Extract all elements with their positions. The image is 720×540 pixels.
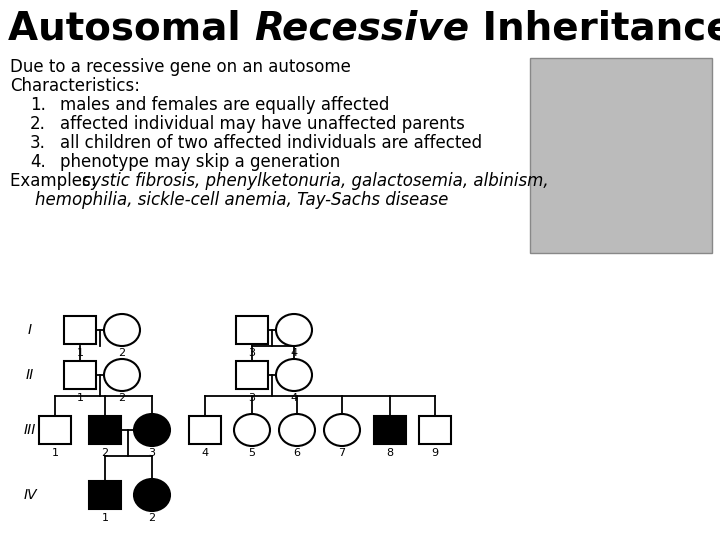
Ellipse shape <box>276 314 312 346</box>
Text: males and females are equally affected: males and females are equally affected <box>60 96 390 114</box>
Text: 7: 7 <box>338 448 346 458</box>
Text: 4: 4 <box>290 348 297 358</box>
Text: Inheritance Pattern: Inheritance Pattern <box>469 10 720 48</box>
Text: 4: 4 <box>202 448 209 458</box>
Bar <box>39 416 71 444</box>
Bar <box>530 58 712 253</box>
Text: 9: 9 <box>431 448 438 458</box>
Ellipse shape <box>234 414 270 446</box>
Text: 2: 2 <box>118 393 125 403</box>
Text: 1: 1 <box>76 393 84 403</box>
Bar <box>64 316 96 344</box>
Text: 4.: 4. <box>30 153 46 171</box>
Ellipse shape <box>276 359 312 391</box>
Ellipse shape <box>104 314 140 346</box>
Text: affected individual may have unaffected parents: affected individual may have unaffected … <box>60 115 465 133</box>
Bar <box>374 416 406 444</box>
Text: Characteristics:: Characteristics: <box>10 77 140 95</box>
Text: 5: 5 <box>248 448 256 458</box>
Ellipse shape <box>104 359 140 391</box>
Ellipse shape <box>134 414 170 446</box>
Text: III: III <box>24 423 36 437</box>
Ellipse shape <box>134 479 170 511</box>
Text: hemophilia, sickle-cell anemia, Tay-Sachs disease: hemophilia, sickle-cell anemia, Tay-Sach… <box>35 191 449 209</box>
Text: Examples:: Examples: <box>10 172 102 190</box>
Bar <box>419 416 451 444</box>
Text: II: II <box>26 368 34 382</box>
Text: 4: 4 <box>290 393 297 403</box>
Text: 2: 2 <box>102 448 109 458</box>
Text: all children of two affected individuals are affected: all children of two affected individuals… <box>60 134 482 152</box>
Text: 3: 3 <box>248 348 256 358</box>
Bar <box>189 416 221 444</box>
Text: I: I <box>28 323 32 337</box>
Text: 3.: 3. <box>30 134 46 152</box>
Ellipse shape <box>324 414 360 446</box>
Text: 2: 2 <box>118 348 125 358</box>
Text: Autosomal: Autosomal <box>8 10 254 48</box>
Text: phenotype may skip a generation: phenotype may skip a generation <box>60 153 341 171</box>
Text: Due to a recessive gene on an autosome: Due to a recessive gene on an autosome <box>10 58 351 76</box>
Bar <box>64 361 96 389</box>
Ellipse shape <box>279 414 315 446</box>
Bar <box>89 416 121 444</box>
Text: 8: 8 <box>387 448 394 458</box>
Bar <box>236 316 268 344</box>
Text: 1: 1 <box>52 448 58 458</box>
Text: 1: 1 <box>102 513 109 523</box>
Text: 1.: 1. <box>30 96 46 114</box>
Text: 2.: 2. <box>30 115 46 133</box>
Text: Recessive: Recessive <box>254 10 469 48</box>
Text: 3: 3 <box>148 448 156 458</box>
Text: cystic fibrosis, phenylketonuria, galactosemia, albinism,: cystic fibrosis, phenylketonuria, galact… <box>82 172 549 190</box>
Text: 3: 3 <box>248 393 256 403</box>
Text: 2: 2 <box>148 513 156 523</box>
Text: 1: 1 <box>76 348 84 358</box>
Text: IV: IV <box>23 488 37 502</box>
Bar <box>236 361 268 389</box>
Bar <box>89 481 121 509</box>
Text: 6: 6 <box>294 448 300 458</box>
